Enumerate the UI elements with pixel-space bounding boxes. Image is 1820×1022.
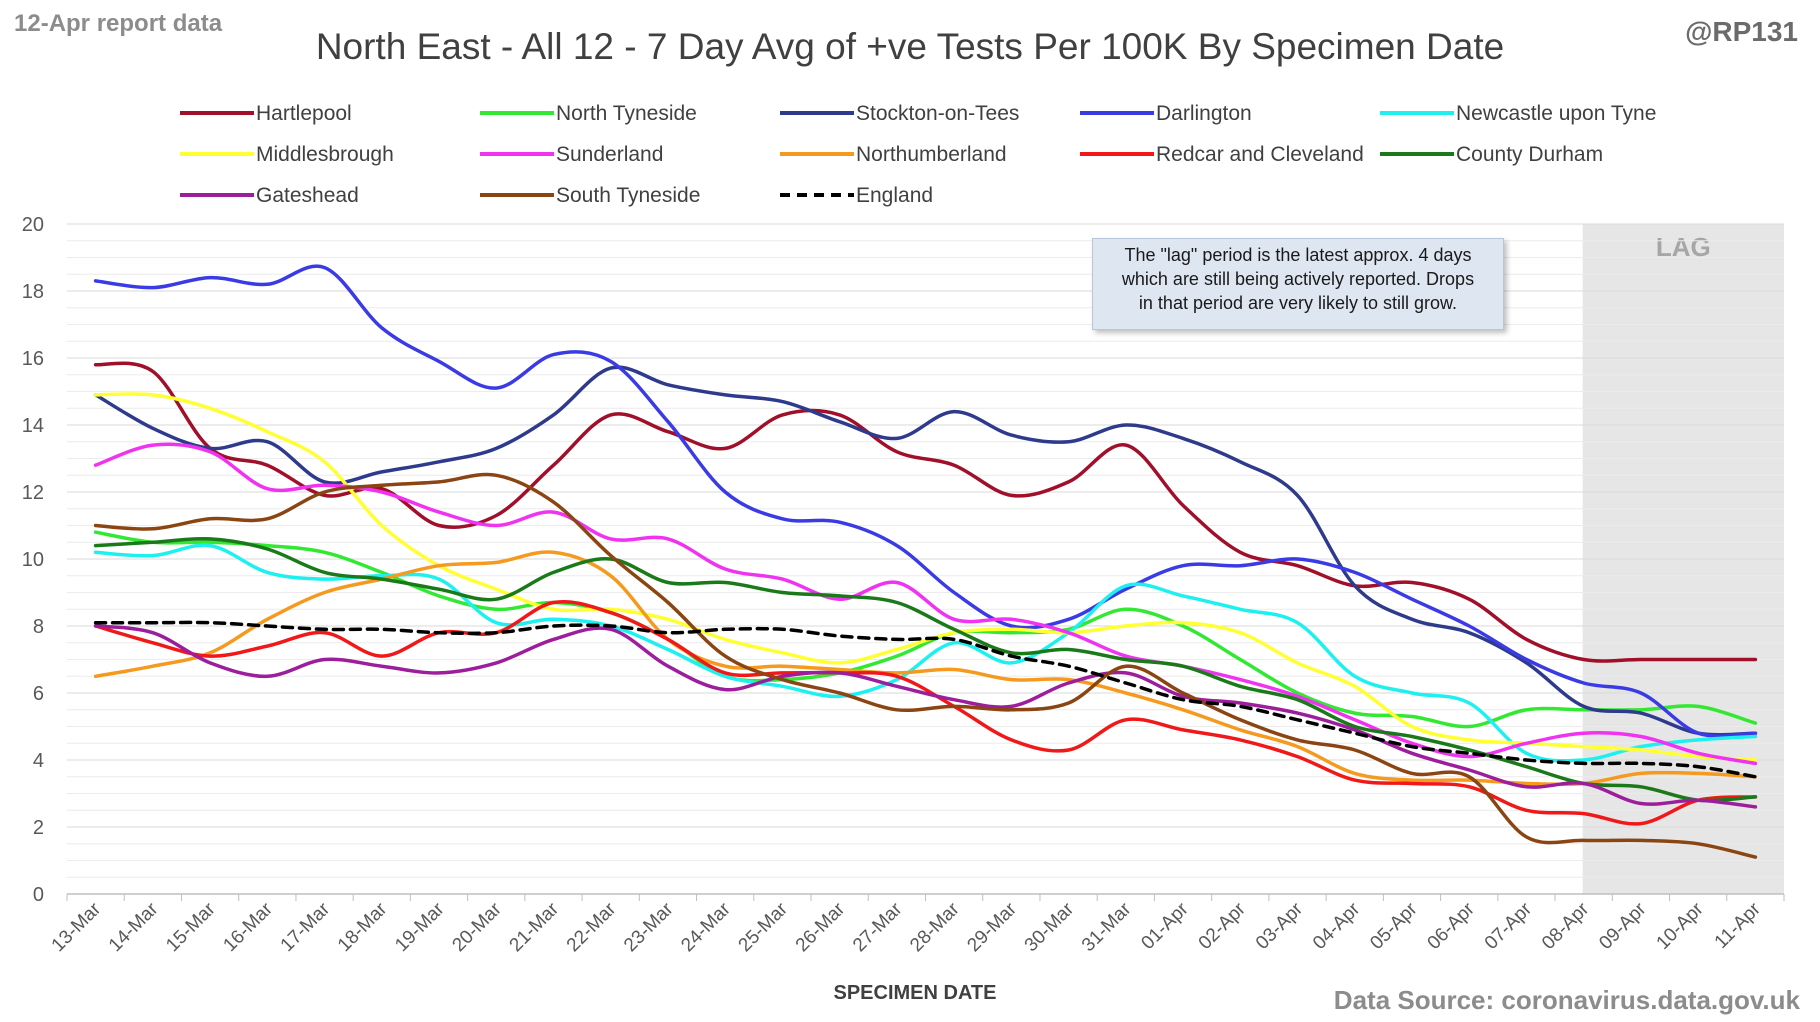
x-tick-label: 14-Mar [105, 898, 163, 956]
y-tick-label: 10 [22, 549, 44, 571]
x-tick-label: 27-Mar [849, 898, 907, 956]
series-line-redcar-and-cleveland [93, 599, 1758, 826]
x-tick-label: 04-Apr [1309, 898, 1365, 954]
legend-label-northumberland: Northumberland [856, 143, 1007, 166]
x-tick-label: 03-Apr [1252, 898, 1308, 954]
x-tick-label: 19-Mar [391, 898, 449, 956]
legend-label-darlington: Darlington [1156, 102, 1252, 125]
series-line-sunderland [93, 442, 1758, 766]
x-axis-title: SPECIMEN DATE [833, 982, 997, 1004]
y-tick-label: 2 [33, 817, 44, 839]
x-tick-label: 15-Mar [162, 898, 220, 956]
x-tick-label: 06-Apr [1424, 898, 1480, 954]
legend-label-stockton-on-tees: Stockton-on-Tees [856, 102, 1019, 125]
series-line-south-tyneside [93, 472, 1758, 859]
x-tick-label: 21-Mar [506, 898, 564, 956]
x-tick-label: 26-Mar [792, 898, 850, 956]
y-tick-label: 14 [22, 415, 44, 437]
legend-label-gateshead: Gateshead [256, 184, 359, 207]
series-line-middlesbrough [93, 392, 1758, 762]
legend-label-sunderland: Sunderland [556, 143, 663, 166]
x-tick-label: 08-Apr [1538, 898, 1594, 954]
y-tick-label: 6 [33, 683, 44, 705]
x-tick-label: 29-Mar [963, 898, 1021, 956]
x-tick-label: 22-Mar [563, 898, 621, 956]
legend-label-redcar-and-cleveland: Redcar and Cleveland [1156, 143, 1364, 166]
series-line-newcastle-upon-tyne [93, 543, 1758, 763]
series-line-north-tyneside [93, 530, 1758, 729]
legend-label-hartlepool: Hartlepool [256, 102, 352, 125]
legend-label-south-tyneside: South Tyneside [556, 184, 700, 207]
y-tick-label: 18 [22, 281, 44, 303]
report-date-label: 12-Apr report data [14, 10, 223, 37]
lag-note: The "lag" period is the latest approx. 4… [1092, 238, 1504, 330]
series-line-england [93, 620, 1758, 779]
x-tick-label: 20-Mar [448, 898, 506, 956]
x-tick-label: 24-Mar [677, 898, 735, 956]
x-tick-label: 30-Mar [1021, 898, 1079, 956]
y-tick-label: 16 [22, 348, 44, 370]
x-tick-label: 17-Mar [277, 898, 335, 956]
data-source-label: Data Source: coronavirus.data.gov.uk [1333, 985, 1800, 1015]
legend-label-middlesbrough: Middlesbrough [256, 143, 394, 166]
x-tick-label: 13-Mar [48, 898, 106, 956]
y-tick-label: 20 [22, 214, 44, 236]
x-tick-label: 18-Mar [334, 898, 392, 956]
x-tick-label: 02-Apr [1195, 898, 1251, 954]
series-line-stockton-on-tees [93, 365, 1758, 737]
series-line-darlington [93, 264, 1758, 738]
chart-title: North East - All 12 - 7 Day Avg of +ve T… [315, 26, 1505, 67]
author-handle: @RP131 [1685, 16, 1798, 47]
x-tick-label: 28-Mar [906, 898, 964, 956]
series-line-county-durham [93, 536, 1758, 803]
x-tick-label: 10-Apr [1653, 898, 1709, 954]
x-tick-label: 16-Mar [219, 898, 277, 956]
x-tick-label: 25-Mar [735, 898, 793, 956]
legend-label-county-durham: County Durham [1456, 143, 1603, 166]
series-line-northumberland [93, 550, 1758, 787]
x-tick-label: 09-Apr [1595, 898, 1651, 954]
series-line-gateshead [93, 624, 1758, 809]
y-tick-label: 0 [33, 884, 44, 906]
x-tick-label: 31-Mar [1078, 898, 1136, 956]
legend-label-north-tyneside: North Tyneside [556, 102, 697, 125]
x-tick-label: 11-Apr [1711, 898, 1766, 953]
y-tick-label: 12 [22, 482, 44, 504]
x-tick-label: 05-Apr [1366, 898, 1422, 954]
x-tick-label: 01-Apr [1137, 898, 1193, 954]
y-tick-label: 4 [33, 750, 44, 772]
legend-label-england: England [856, 184, 933, 207]
y-tick-label: 8 [33, 616, 44, 638]
legend-label-newcastle-upon-tyne: Newcastle upon Tyne [1456, 102, 1656, 125]
x-tick-label: 07-Apr [1481, 898, 1537, 954]
x-tick-label: 23-Mar [620, 898, 678, 956]
